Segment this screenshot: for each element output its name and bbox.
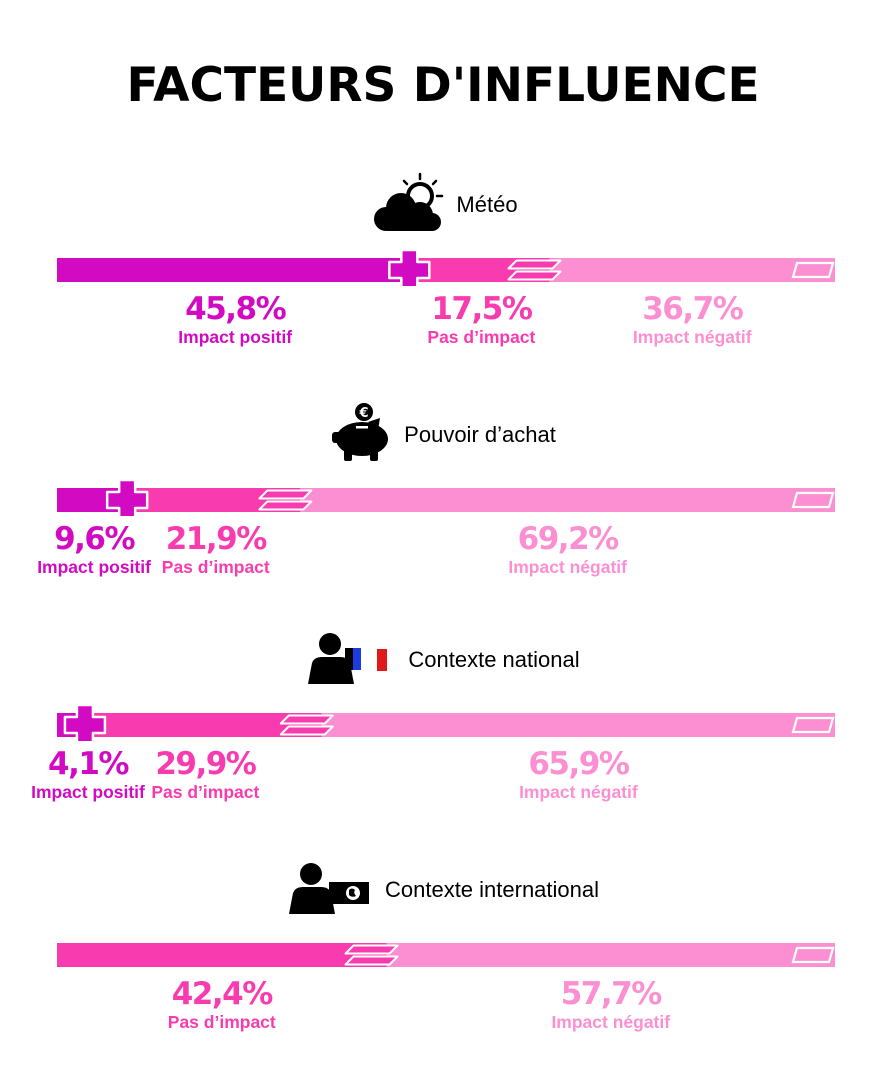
value-percent: 65,9% <box>528 746 630 782</box>
chart-header: Contexte national <box>0 628 886 692</box>
bar-segment-no-impact <box>57 943 387 967</box>
svg-text:€: € <box>359 406 369 421</box>
value-percent: 17,5% <box>431 291 533 327</box>
value-labels: 45,8% Impact positif 17,5% Pas d’impact 36,7… <box>0 291 886 361</box>
chart-header: Contexte international <box>0 858 886 922</box>
value-category: Impact négatif <box>632 327 752 347</box>
bar-segment-positive <box>57 258 414 282</box>
value-label-negative: 69,2% Impact négatif <box>508 521 627 577</box>
value-label-negative: 65,9% Impact négatif <box>519 746 638 802</box>
value-percent: 4,1% <box>48 746 129 782</box>
value-category: Pas d’impact <box>151 782 260 802</box>
minus-icon <box>279 714 334 736</box>
value-category: Pas d’impact <box>167 1012 276 1032</box>
value-percent: 21,9% <box>165 521 268 557</box>
value-category: Impact négatif <box>519 782 638 802</box>
plus-icon <box>63 703 107 741</box>
value-label-no-impact: 42,4% Pas d’impact <box>168 976 276 1032</box>
chart-title: Contexte national <box>408 647 580 672</box>
value-category: Impact positif <box>31 782 145 802</box>
bar-end-cap <box>791 716 835 734</box>
bar-segment-negative <box>386 943 835 967</box>
bar-end-cap <box>791 261 835 279</box>
value-label-no-impact: 21,9% Pas d’impact <box>162 521 270 577</box>
stacked-bar <box>57 703 835 741</box>
bar-segment-negative <box>300 488 835 512</box>
minus-icon <box>258 489 313 511</box>
plus-icon <box>388 248 431 286</box>
value-labels: 9,6% Impact positif 21,9% Pas d’impact 69,2%… <box>0 521 886 591</box>
bar-segment-negative <box>549 258 835 282</box>
value-category: Pas d’impact <box>161 557 270 577</box>
value-label-negative: 36,7% Impact négatif <box>633 291 752 347</box>
value-category: Impact négatif <box>508 557 627 577</box>
value-percent: 36,7% <box>642 291 744 327</box>
plus-icon <box>105 478 149 516</box>
value-category: Impact positif <box>178 327 293 347</box>
page-title: FACTEURS D'INFLUENCE <box>126 58 760 113</box>
person-france-flag-icon <box>306 630 396 691</box>
piggy-bank-icon: € <box>330 402 392 469</box>
value-label-positive: 9,6% Impact positif <box>37 521 151 577</box>
sun-cloud-icon <box>368 172 444 239</box>
chart-title: Pouvoir d’achat <box>404 422 556 447</box>
value-labels: 42,4% Pas d’impact 57,7% Impact négatif <box>0 976 886 1046</box>
value-percent: 9,6% <box>54 521 135 557</box>
value-label-positive: 4,1% Impact positif <box>31 746 145 802</box>
value-percent: 69,2% <box>517 521 620 557</box>
bar-end-cap <box>791 491 835 509</box>
stacked-bar <box>57 943 835 967</box>
chart-header: € Pouvoir d’achat <box>0 402 886 469</box>
stacked-bar <box>57 478 835 516</box>
value-category: Impact négatif <box>551 1012 671 1032</box>
value-percent: 29,9% <box>155 746 257 782</box>
value-label-negative: 57,7% Impact négatif <box>551 976 670 1032</box>
value-category: Pas d’impact <box>427 327 536 347</box>
minus-icon <box>507 259 562 281</box>
value-label-no-impact: 17,5% Pas d’impact <box>427 291 535 347</box>
value-category: Impact positif <box>37 557 151 577</box>
bar-segment-negative <box>321 713 835 737</box>
stacked-bar <box>57 248 835 286</box>
chart-title: Contexte international <box>384 877 600 902</box>
value-percent: 42,4% <box>171 976 274 1012</box>
person-globe-flag-icon <box>287 860 373 921</box>
chart-header: Météo <box>0 172 886 239</box>
value-percent: 57,7% <box>560 976 663 1012</box>
value-label-positive: 45,8% Impact positif <box>178 291 292 347</box>
value-percent: 45,8% <box>185 291 287 327</box>
minus-icon <box>344 944 399 966</box>
value-label-no-impact: 29,9% Pas d’impact <box>151 746 259 802</box>
bar-end-cap <box>791 946 835 964</box>
value-labels: 4,1% Impact positif 29,9% Pas d’impact 65,9%… <box>0 746 886 816</box>
chart-title: Météo <box>456 192 518 217</box>
